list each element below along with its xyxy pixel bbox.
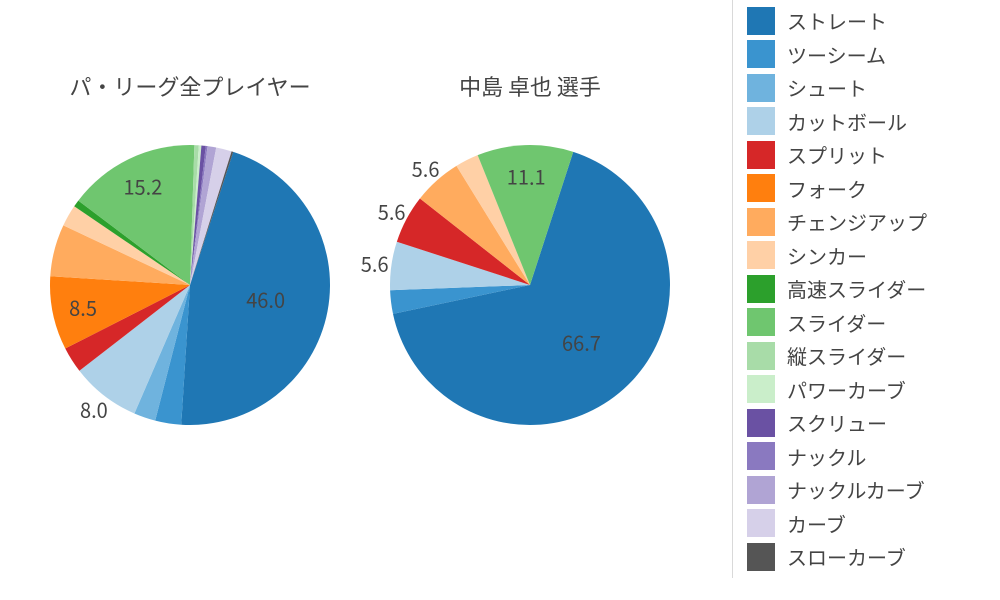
legend-item: チェンジアップ	[747, 205, 992, 239]
pie-slice	[50, 276, 190, 348]
legend-swatch	[747, 40, 775, 68]
pie-slice	[190, 145, 199, 285]
legend-label: スローカーブ	[787, 542, 906, 571]
pie-slice	[65, 285, 190, 371]
pie-slice	[74, 201, 190, 285]
pie-slice	[190, 146, 216, 285]
legend-label: ストレート	[787, 6, 887, 35]
legend-label: スライダー	[787, 308, 886, 337]
legend-swatch	[747, 442, 775, 470]
pie-slice	[50, 225, 190, 285]
legend-swatch	[747, 141, 775, 169]
legend-swatch	[747, 107, 775, 135]
legend-label: チェンジアップ	[787, 207, 927, 236]
legend-swatch	[747, 509, 775, 537]
pie-slice	[390, 285, 530, 314]
legend-swatch	[747, 208, 775, 236]
pie-slice	[78, 145, 194, 285]
legend-item: ナックル	[747, 440, 992, 474]
legend-label: ツーシーム	[787, 40, 886, 69]
chart-title-league: パ・リーグ全プレイヤー	[40, 70, 340, 102]
pie-slice-label: 15.2	[123, 172, 162, 201]
legend-item: ストレート	[747, 4, 992, 38]
pie-slice	[63, 206, 190, 285]
legend-item: パワーカーブ	[747, 373, 992, 407]
pie-slice-label: 5.6	[361, 249, 389, 278]
pie-slice-label: 8.0	[80, 394, 108, 423]
legend: ストレートツーシームシュートカットボールスプリットフォークチェンジアップシンカー…	[732, 0, 992, 578]
legend-swatch	[747, 7, 775, 35]
pie-slice	[190, 151, 233, 285]
pie-slice	[420, 166, 530, 285]
legend-item: スライダー	[747, 306, 992, 340]
pie-slice	[390, 242, 530, 291]
legend-item: ナックルカーブ	[747, 473, 992, 507]
pie-slice	[397, 198, 530, 285]
pie-slice	[456, 155, 530, 285]
legend-swatch	[747, 174, 775, 202]
legend-item: スローカーブ	[747, 540, 992, 574]
legend-label: カットボール	[787, 107, 907, 136]
legend-label: 縦スライダー	[787, 341, 906, 370]
pie-slice-label: 66.7	[562, 328, 601, 357]
pie-slice	[190, 145, 206, 285]
legend-item: 縦スライダー	[747, 339, 992, 373]
pie-slice-label: 46.0	[246, 285, 285, 314]
legend-label: スクリュー	[787, 408, 887, 437]
legend-label: シュート	[787, 73, 867, 102]
legend-swatch	[747, 308, 775, 336]
pie-slice	[478, 145, 574, 285]
pie-slice-label: 5.6	[412, 154, 440, 183]
pie-slice-label: 5.6	[378, 197, 406, 226]
legend-label: ナックルカーブ	[787, 475, 925, 504]
pie-slice-label: 11.1	[507, 161, 546, 190]
legend-item: シュート	[747, 71, 992, 105]
legend-swatch	[747, 409, 775, 437]
legend-swatch	[747, 241, 775, 269]
legend-item: フォーク	[747, 172, 992, 206]
pie-slice	[190, 147, 232, 285]
pie-slice-label: 8.5	[69, 293, 97, 322]
chart-title-player: 中島 卓也 選手	[380, 70, 680, 102]
legend-swatch	[747, 275, 775, 303]
legend-swatch	[747, 543, 775, 571]
legend-item: カットボール	[747, 105, 992, 139]
legend-item: スクリュー	[747, 406, 992, 440]
legend-label: カーブ	[787, 509, 846, 538]
pie-slice	[79, 285, 190, 413]
legend-swatch	[747, 342, 775, 370]
legend-label: スプリット	[787, 140, 887, 169]
legend-label: パワーカーブ	[787, 375, 906, 404]
chart-stage: パ・リーグ全プレイヤー 中島 卓也 選手 46.0 8.0 8.5 15.2 66.7…	[0, 0, 1000, 600]
pie-slice	[393, 152, 670, 425]
legend-item: スプリット	[747, 138, 992, 172]
legend-label: ナックル	[787, 442, 866, 471]
legend-label: フォーク	[787, 174, 867, 203]
legend-item: カーブ	[747, 507, 992, 541]
pie-slice	[181, 152, 330, 425]
pie-slice	[155, 285, 190, 425]
legend-swatch	[747, 74, 775, 102]
legend-item: ツーシーム	[747, 38, 992, 72]
legend-label: 高速スライダー	[787, 274, 926, 303]
pie-slice	[190, 145, 201, 285]
pie-slice	[190, 146, 208, 285]
legend-swatch	[747, 476, 775, 504]
legend-swatch	[747, 375, 775, 403]
legend-label: シンカー	[787, 241, 867, 270]
legend-item: シンカー	[747, 239, 992, 273]
pie-slice	[134, 285, 190, 421]
legend-item: 高速スライダー	[747, 272, 992, 306]
